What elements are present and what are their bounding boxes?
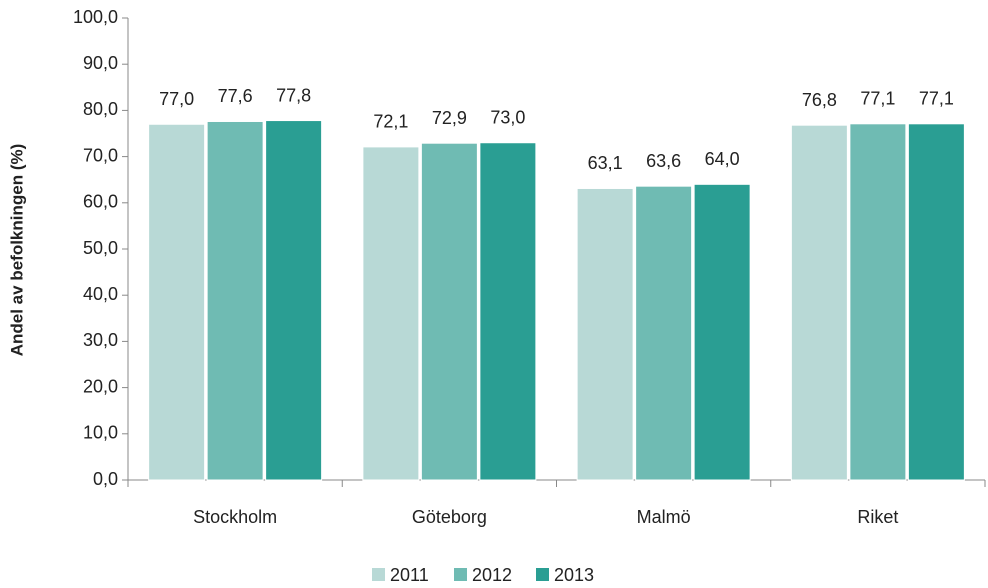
value-label: 77,6 [218, 86, 253, 106]
y-tick-label: 50,0 [83, 238, 118, 258]
y-tick-label: 100,0 [73, 7, 118, 27]
value-label: 77,1 [919, 89, 954, 109]
y-tick-label: 80,0 [83, 99, 118, 119]
x-tick-label: Riket [857, 507, 898, 527]
y-tick-label: 90,0 [83, 53, 118, 73]
x-tick-label: Stockholm [193, 507, 277, 527]
bar [206, 120, 264, 481]
legend-label: 2011 [390, 565, 429, 585]
value-label: 76,8 [802, 90, 837, 110]
y-tick-label: 10,0 [83, 423, 118, 443]
legend-swatch [372, 568, 385, 581]
y-tick-label: 40,0 [83, 284, 118, 304]
bar [479, 142, 537, 481]
bar [790, 124, 848, 481]
y-tick-label: 60,0 [83, 192, 118, 212]
bar [693, 183, 751, 481]
y-tick-label: 30,0 [83, 330, 118, 350]
value-label: 64,0 [705, 149, 740, 169]
x-tick-label: Göteborg [412, 507, 487, 527]
y-axis-label: Andel av befolkningen (%) [7, 144, 26, 357]
value-label: 72,1 [373, 112, 408, 132]
bar [576, 187, 634, 481]
x-tick-label: Malmö [637, 507, 691, 527]
legend-label: 2012 [472, 565, 512, 585]
bar [907, 123, 965, 481]
legend-swatch [454, 568, 467, 581]
bar [265, 120, 323, 481]
value-label: 77,1 [860, 89, 895, 109]
bar [635, 185, 693, 481]
legend-swatch [536, 568, 549, 581]
y-tick-label: 70,0 [83, 145, 118, 165]
value-label: 77,0 [159, 89, 194, 109]
legend-label: 2013 [554, 565, 594, 585]
bar [362, 146, 420, 481]
y-tick-label: 20,0 [83, 376, 118, 396]
y-tick-label: 0,0 [93, 469, 118, 489]
bar [849, 123, 907, 481]
value-label: 72,9 [432, 108, 467, 128]
bar [420, 142, 478, 481]
bar [148, 123, 206, 481]
value-label: 63,6 [646, 151, 681, 171]
value-label: 77,8 [276, 85, 311, 105]
value-label: 73,0 [490, 107, 525, 127]
value-label: 63,1 [588, 153, 623, 173]
